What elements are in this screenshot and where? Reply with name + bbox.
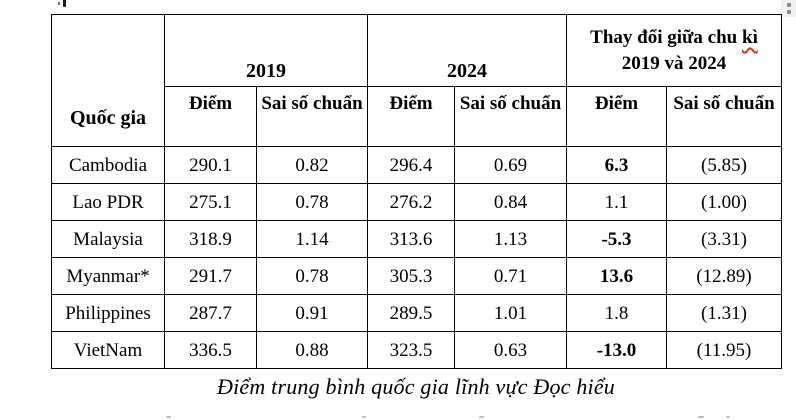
se-2024-cell: 0.63	[454, 331, 567, 369]
score-2019-cell: 275.1	[164, 183, 257, 221]
table-row-philippines: Philippines 287.7 0.91 289.5 1.01 1.8 (1…	[51, 294, 783, 332]
se-2019-cell: 0.91	[256, 294, 368, 332]
se-2024-cell: 0.71	[454, 257, 567, 295]
header-row-subcolumns: Điểm Sai số chuẩn Điểm Sai số chuẩn Điểm…	[52, 86, 783, 147]
change-score-cell: 6.3	[566, 146, 667, 184]
table-row-cambodia: Cambodia 290.1 0.82 296.4 0.69 6.3 (5.85…	[51, 146, 783, 184]
score-2019-cell: 287.7	[164, 294, 257, 332]
score-2024-cell: 313.6	[367, 220, 455, 258]
country-cell: Lao PDR	[51, 183, 165, 221]
column-group-2019: 2019	[164, 14, 368, 87]
score-2024-cell: 305.3	[367, 257, 455, 295]
score-2019-cell: 290.1	[164, 146, 257, 184]
country-cell: Malaysia	[51, 220, 165, 258]
clipped-text-fragment-bottom	[0, 415, 796, 420]
score-2019-cell: 318.9	[164, 220, 257, 258]
change-se-cell: (5.85)	[665, 146, 783, 184]
score-2019-cell: 336.5	[164, 331, 257, 369]
subheader-se-2024: Sai số chuẩn	[454, 86, 567, 147]
se-2024-cell: 1.01	[454, 294, 567, 332]
table-row-myanmar: Myanmar* 291.7 0.78 305.3 0.71 13.6 (12.…	[51, 257, 783, 295]
se-2019-cell: 0.78	[256, 257, 368, 295]
scrollbar-dot	[786, 3, 791, 7]
misspelled-word: kì	[742, 26, 758, 48]
se-2019-cell: 0.82	[256, 146, 368, 184]
subheader-se-change: Sai số chuẩn	[665, 86, 783, 147]
change-score-cell: -13.0	[566, 331, 667, 369]
score-2024-cell: 323.5	[367, 331, 455, 369]
change-header-years: 2019 và 2024	[621, 52, 727, 74]
score-2024-cell: 296.4	[367, 146, 455, 184]
country-cell: Philippines	[51, 294, 165, 332]
subheader-score-2019: Điểm	[164, 86, 257, 147]
score-2024-cell: 289.5	[367, 294, 455, 332]
change-score-cell: 13.6	[566, 257, 667, 295]
column-group-2024: 2024	[367, 14, 567, 87]
change-se-cell: (11.95)	[665, 331, 783, 369]
country-cell: VietNam	[51, 331, 165, 369]
change-se-cell: (1.00)	[665, 183, 783, 221]
table-caption: Điểm trung bình quốc gia lĩnh vực Đọc hi…	[217, 374, 615, 399]
scrollbar-fragment[interactable]	[781, 0, 796, 17]
subheader-score-2024: Điểm	[367, 86, 455, 147]
change-score-cell: 1.1	[566, 183, 667, 221]
clipped-text-fragment-top	[58, 0, 66, 7]
table-row-lao-pdr: Lao PDR 275.1 0.78 276.2 0.84 1.1 (1.00)	[51, 183, 783, 221]
change-header-text: Thay đổi giữa chu	[590, 26, 738, 48]
score-2019-cell: 291.7	[164, 257, 257, 295]
column-header-country: Quốc gia	[51, 14, 165, 147]
country-scores-table: Quốc gia 2019 2024 Thay đổi giữa chu kì …	[51, 14, 783, 369]
subheader-score-change: Điểm	[566, 86, 667, 147]
se-2019-cell: 1.14	[256, 220, 368, 258]
change-score-cell: 1.8	[566, 294, 667, 332]
change-se-cell: (1.31)	[665, 294, 783, 332]
se-2024-cell: 0.84	[454, 183, 567, 221]
change-score-cell: -5.3	[566, 220, 667, 258]
se-2019-cell: 0.78	[256, 183, 368, 221]
table-row-vietnam: VietNam 336.5 0.88 323.5 0.63 -13.0 (11.…	[51, 331, 783, 369]
table-row-malaysia: Malaysia 318.9 1.14 313.6 1.13 -5.3 (3.3…	[51, 220, 783, 258]
score-2024-cell: 276.2	[367, 183, 455, 221]
change-se-cell: (3.31)	[665, 220, 783, 258]
se-2024-cell: 0.69	[454, 146, 567, 184]
change-se-cell: (12.89)	[665, 257, 783, 295]
scrollbar-dot	[786, 10, 791, 14]
country-cell: Myanmar*	[51, 257, 165, 295]
column-group-change: Thay đổi giữa chu kì 2019 và 2024	[565, 14, 783, 87]
header-row-groups: Quốc gia 2019 2024 Thay đổi giữa chu kì …	[51, 14, 783, 147]
se-2019-cell: 0.88	[256, 331, 368, 369]
se-2024-cell: 1.13	[454, 220, 567, 258]
country-cell: Cambodia	[51, 146, 165, 184]
subheader-se-2019: Sai số chuẩn	[256, 86, 368, 147]
